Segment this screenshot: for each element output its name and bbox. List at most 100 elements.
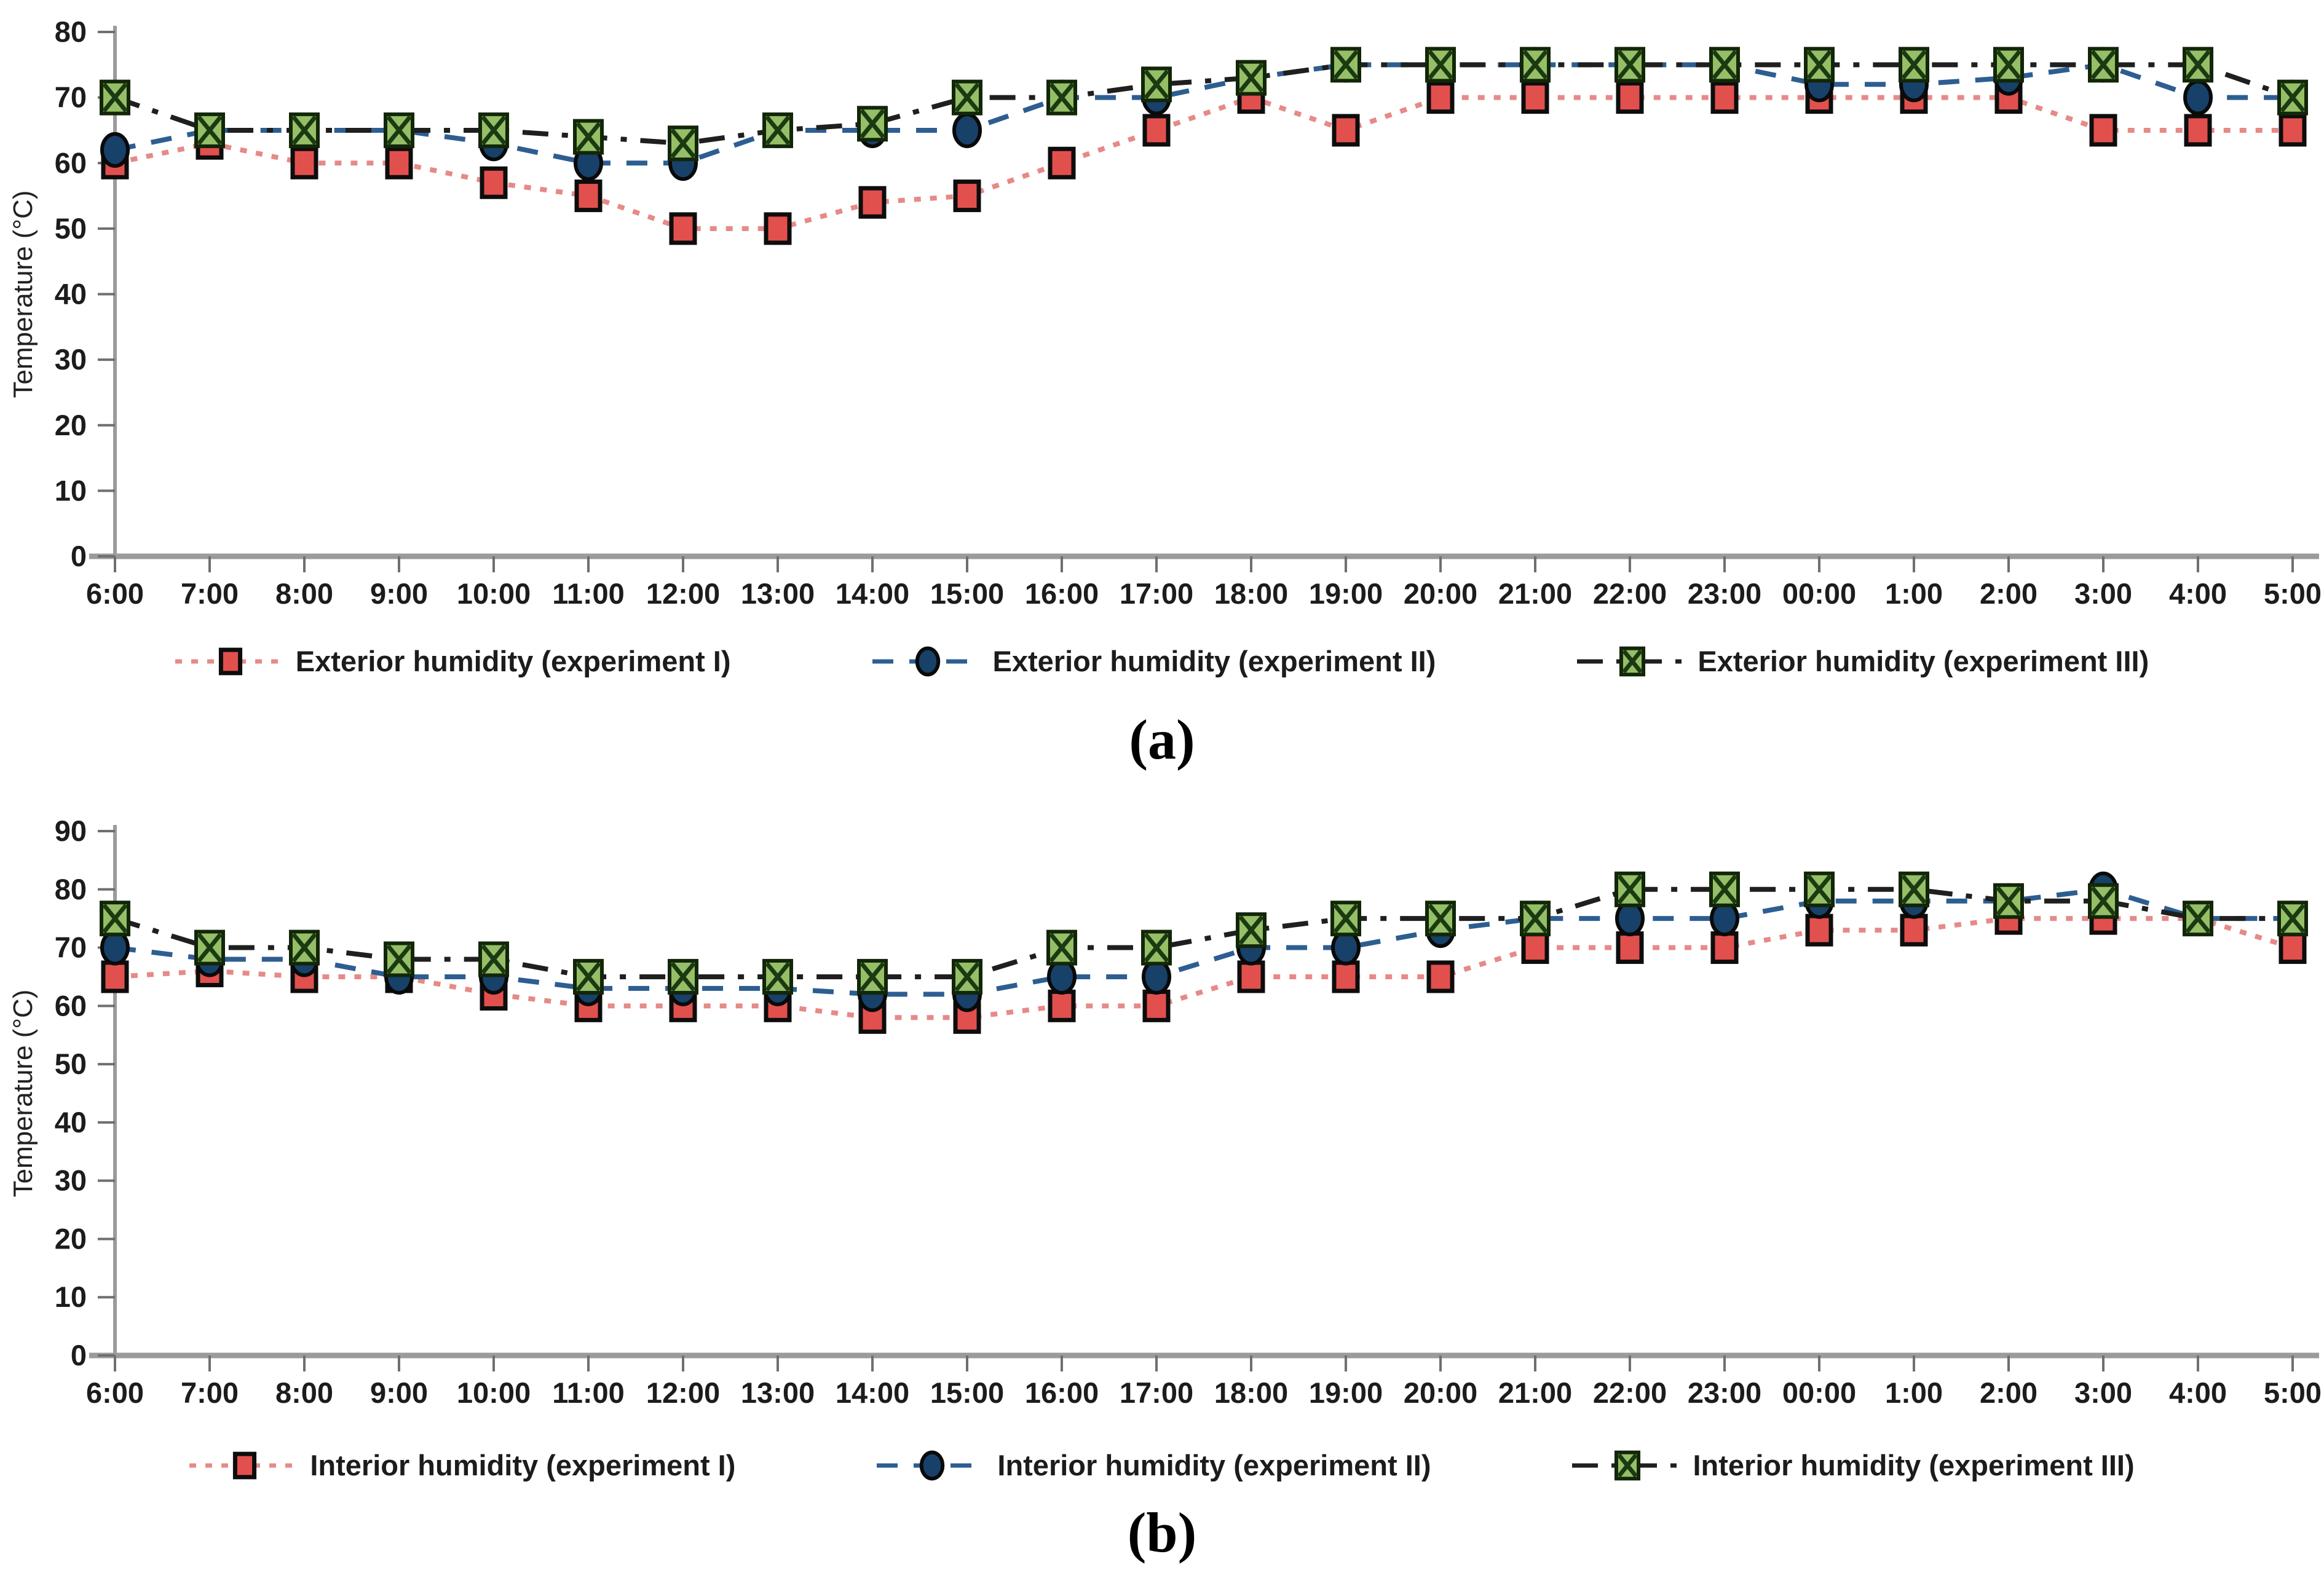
x-tick-label: 00:00 [1782,577,1856,610]
square-marker [101,960,129,993]
square-marker [2089,114,2117,147]
square-marker [1048,989,1076,1022]
x-tick-label: 23:00 [1688,577,1761,610]
square-marker [2184,114,2212,147]
x-tick-label: 11:00 [552,577,625,610]
x-tick-label: 18:00 [1214,577,1288,610]
x-tick-label: 3:00 [2074,577,2132,610]
y-axis-title: Temperature (°C) [8,191,38,398]
x-tick-label: 20:00 [1404,1376,1477,1409]
x-tick-label: 6:00 [86,577,144,610]
x-tick-label: 3:00 [2074,1376,2132,1409]
series-3 [100,47,2308,162]
square-marker [1142,114,1171,147]
y-tick-label: 0 [71,540,87,572]
y-tick-label: 90 [55,815,87,847]
square-marker [1426,81,1455,114]
circle-marker [952,112,982,148]
x-tick-label: 21:00 [1498,577,1572,610]
square-marker [764,212,792,245]
y-tick-label: 80 [55,873,87,905]
series-3 [100,871,2308,995]
square-marker [2279,114,2307,147]
circle-marker [1047,958,1077,995]
x-tick-label: 8:00 [275,577,333,610]
series-line [114,886,2293,979]
series-line [114,62,2294,146]
x-tick-label: 00:00 [1782,1376,1856,1409]
y-tick-label: 50 [55,212,87,245]
square-marker [1237,960,1265,993]
square-marker [233,1451,257,1479]
legend-label: Interior humidity (experiment III) [1693,1449,2135,1481]
circle-marker [915,646,940,676]
x-tick-label: 20:00 [1404,577,1477,610]
series-2 [100,47,2307,181]
circle-marker [1331,929,1361,966]
y-tick-label: 80 [55,15,87,48]
circle-marker [1615,901,1645,937]
y-axis-title: Temperature (°C) [8,990,38,1197]
legend-item-experiment-1: Interior humidity (experiment I) [189,1438,735,1493]
circle-legend-swatch [877,1450,988,1480]
x-tick-label: 17:00 [1120,577,1193,610]
legend-item-experiment-2: Interior humidity (experiment II) [877,1438,1431,1493]
x-tick-label: 13:00 [741,577,815,610]
square-marker [1048,146,1076,180]
legend-item-experiment-3: Exterior humidity (experiment III) [1577,634,2149,689]
circle-marker [100,929,130,966]
x-tick-label: 2:00 [1980,1376,2037,1409]
y-tick-label: 10 [55,1280,87,1313]
x-tick-label: 15:00 [930,1376,1004,1409]
series-line [114,916,2294,1020]
x-tick-label: 4:00 [2169,1376,2227,1409]
series-1 [101,902,2307,1034]
circle-marker [100,132,130,168]
square-marker [1426,960,1455,993]
square-legend-swatch [189,1451,301,1479]
x-tick-label: 21:00 [1498,1376,1572,1409]
x-tick-label: 4:00 [2169,577,2227,610]
x-tick-label: 12:00 [646,1376,720,1409]
series-2 [100,871,2307,1012]
square-marker [218,647,242,675]
square-marker [480,166,508,199]
chart-b-legend: Interior humidity (experiment I) Interior… [0,1436,2324,1494]
square-marker [1332,960,1360,993]
x-tick-label: 7:00 [181,577,239,610]
x-tick-label: 18:00 [1214,1376,1288,1409]
x-tick-label: 22:00 [1593,1376,1667,1409]
series-1 [101,81,2307,245]
square-marker [858,186,887,219]
square-marker [1616,81,1644,114]
x-tick-label: 2:00 [1980,577,2037,610]
square-marker [1710,81,1739,114]
x-tick-label: 5:00 [2264,577,2322,610]
square-marker [385,146,413,180]
x-square-legend-swatch [1577,646,1688,676]
x-tick-label: 5:00 [2264,1376,2322,1409]
y-tick-label: 20 [55,1222,87,1255]
legend-label: Interior humidity (experiment II) [997,1449,1431,1481]
x-tick-label: 10:00 [457,1376,531,1409]
x-tick-label: 1:00 [1885,577,1943,610]
legend-label: Exterior humidity (experiment I) [295,645,731,677]
x-tick-label: 13:00 [741,1376,815,1409]
x-tick-label: 9:00 [370,1376,428,1409]
square-marker [1142,989,1171,1022]
y-tick-label: 60 [55,146,87,179]
x-tick-label: 1:00 [1885,1376,1943,1409]
x-tick-label: 23:00 [1688,1376,1761,1409]
legend-label: Exterior humidity (experiment II) [992,645,1436,677]
square-marker [953,180,981,213]
x-tick-label: 11:00 [552,1376,625,1409]
square-marker [1332,114,1360,147]
legend-item-experiment-1: Exterior humidity (experiment I) [175,634,731,689]
x-tick-label: 19:00 [1309,577,1383,610]
legend-item-experiment-2: Exterior humidity (experiment II) [872,634,1436,689]
square-legend-swatch [175,647,286,675]
x-tick-label: 14:00 [836,1376,909,1409]
y-tick-label: 40 [55,1106,87,1138]
circle-legend-swatch [872,646,983,676]
